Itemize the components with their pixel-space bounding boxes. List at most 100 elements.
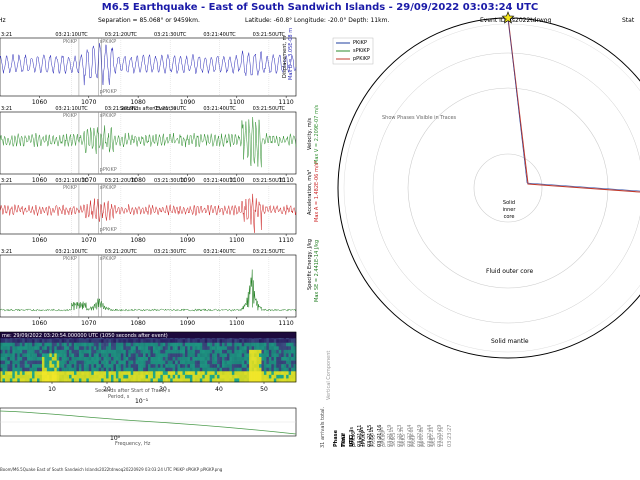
spectrogram-cell	[64, 364, 67, 369]
spectrogram-cell	[96, 360, 99, 365]
spectrogram-cell	[56, 357, 60, 361]
second-tick-label: 1090	[180, 99, 195, 106]
spectrogram-cell	[34, 346, 38, 351]
spectrogram-cell	[14, 349, 18, 354]
spectrogram-cell	[98, 378, 102, 383]
spectrogram-cell	[194, 357, 198, 361]
spectrogram-cell	[83, 364, 87, 369]
spectrogram-cell	[150, 371, 154, 376]
spectrogram-cell	[167, 349, 171, 354]
spectrogram-cell	[212, 371, 215, 376]
spectrogram-cell	[27, 378, 30, 383]
spectrogram-cell	[162, 374, 166, 379]
spectrogram-cell	[120, 353, 124, 358]
spectrogram-cell	[138, 346, 141, 351]
spectrogram-cell	[118, 371, 122, 376]
inner-core-line-1: Solid	[502, 200, 516, 206]
spectrogram-cell	[24, 367, 28, 372]
spectrogram-cell	[291, 367, 294, 372]
spectrogram-cell	[46, 367, 50, 372]
spectrogram-cell	[12, 367, 16, 372]
spectrogram-cell	[34, 360, 38, 365]
spectrogram-cell	[185, 360, 188, 365]
spectrogram-cell	[172, 353, 176, 358]
spectrogram-cell	[113, 378, 117, 383]
spectrogram-cell	[93, 353, 97, 358]
spectrogram-cell	[0, 357, 3, 361]
spectrogram-cell	[182, 349, 186, 354]
spectrogram-cell	[44, 378, 48, 383]
spectrogram-cell	[192, 353, 196, 358]
spectrogram-cell	[41, 378, 45, 383]
spectrogram-cell	[170, 342, 173, 347]
spectrogram-cell	[133, 367, 136, 372]
spectrogram-cell	[29, 346, 33, 351]
spectrogram-cell	[148, 339, 151, 344]
spectrogram-cell	[125, 360, 129, 365]
spectrogram-cell	[12, 357, 16, 361]
spectrogram-cell	[46, 346, 50, 351]
spectrogram-cell	[160, 364, 164, 369]
spectrogram-cell	[78, 349, 82, 354]
event-id-label: Event ID: rs2022tdrwoq	[480, 17, 552, 24]
spectrogram-cell	[286, 364, 289, 369]
spectrogram-cell	[268, 374, 272, 379]
spectrogram-cell	[202, 367, 206, 372]
spectrogram-cell	[155, 364, 159, 369]
spectrogram-cell	[83, 374, 87, 379]
spectrogram-cell	[81, 339, 85, 344]
spectrogram-cell	[288, 374, 292, 379]
spectrogram-cell	[246, 339, 250, 344]
spectrogram-cell	[78, 346, 82, 351]
spectrogram-cell	[192, 364, 196, 369]
spectrogram-cell	[143, 339, 146, 344]
spectrogram-cell	[246, 364, 250, 369]
spectrogram-cell	[91, 374, 95, 379]
spectrogram-cell	[39, 374, 43, 379]
spectrogram-cell	[244, 364, 247, 369]
spectrogram-cell	[83, 353, 87, 358]
spectrogram-cell	[288, 342, 292, 347]
spectrogram-cell	[14, 353, 18, 358]
spectrogram-cell	[39, 339, 43, 344]
spectrogram-cell	[189, 364, 193, 369]
spectrogram-cell	[167, 364, 171, 369]
spectrogram-cell	[249, 378, 252, 383]
vertical-note: Vertical Component	[326, 350, 332, 400]
spectrogram-cell	[259, 353, 262, 358]
spectrogram-cell	[108, 353, 112, 358]
spectrogram-cell	[4, 342, 8, 347]
spectrogram-cell	[281, 357, 284, 361]
spectrogram-cell	[266, 357, 270, 361]
spectrogram-cell	[231, 349, 235, 354]
spectrogram-cell	[246, 367, 250, 372]
spectrogram-cell	[24, 360, 28, 365]
spectrogram-cell	[155, 349, 159, 354]
spectrogram-cell	[192, 371, 196, 376]
spectrogram-cell	[204, 371, 208, 376]
spectrogram-cell	[152, 346, 156, 351]
spectrogram-cell	[103, 378, 107, 383]
spectrogram-cell	[254, 339, 257, 344]
spectrogram-cell	[9, 357, 13, 361]
phase-table-cell: pPKIKP	[381, 429, 387, 447]
spectrogram-cell	[187, 342, 191, 347]
spectrogram-cell	[281, 339, 284, 344]
spectrogram-cell	[165, 342, 169, 347]
spectrogram-cell	[293, 353, 297, 358]
separation-label: Separation = 85.068° or 9459km.	[98, 17, 200, 24]
spectrogram-cell	[12, 374, 16, 379]
spectrogram-cell	[162, 357, 166, 361]
spectrogram-cell	[115, 349, 119, 354]
spectrogram-cell	[283, 360, 287, 365]
spectrogram-cell	[96, 349, 99, 354]
spectrogram-cell	[103, 364, 107, 369]
spectrogram-cell	[273, 349, 277, 354]
spectrogram-cell	[86, 378, 90, 383]
spectrogram-cell	[145, 371, 149, 376]
spectrogram-cell	[214, 353, 218, 358]
spectrogram-cell	[209, 374, 213, 379]
spectrogram-cell	[268, 349, 272, 354]
spectrogram-cell	[29, 364, 33, 369]
